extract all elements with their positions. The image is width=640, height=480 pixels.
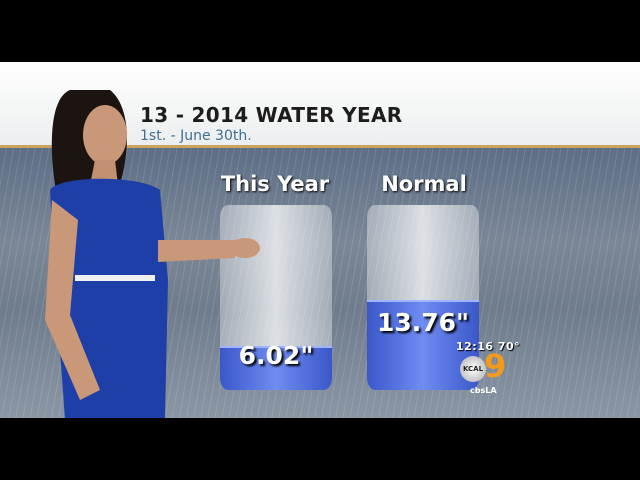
graphic-subtitle: 1st. - June 30th.	[140, 128, 252, 144]
this-year-cylinder: 6.02"	[220, 205, 332, 390]
this-year-label: This Year	[220, 172, 330, 196]
meteorologist	[45, 90, 260, 418]
station-bug: 12:16 70° KCAL 9 cbsLA	[456, 340, 526, 398]
social-handle: cbsLA	[470, 386, 497, 395]
this-year-fill	[220, 346, 332, 390]
graphic-title: 13 - 2014 WATER YEAR	[140, 103, 403, 127]
kcal-logo: KCAL	[460, 356, 486, 382]
normal-cylinder: 13.76"	[367, 205, 479, 390]
normal-label: Normal	[381, 172, 467, 196]
normal-value: 13.76"	[376, 308, 470, 337]
this-year-value: 6.02"	[238, 341, 314, 370]
time-temperature: 12:16 70°	[456, 340, 521, 353]
channel-number: 9	[484, 347, 507, 385]
broadcast-frame: 13 - 2014 WATER YEAR 1st. - June 30th. T…	[0, 62, 640, 418]
normal-fill	[367, 300, 479, 390]
